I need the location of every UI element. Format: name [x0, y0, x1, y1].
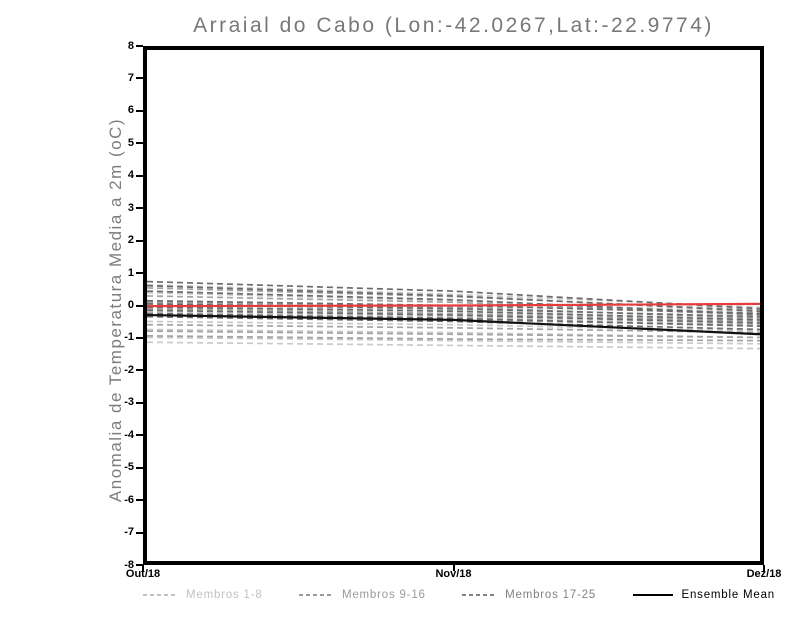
- y-tick-label: 6: [127, 104, 134, 117]
- y-tick-mark: [136, 499, 143, 502]
- ensemble-member-line: [147, 291, 760, 314]
- y-tick-label: -4: [124, 428, 134, 441]
- x-tick-mark: [763, 565, 765, 571]
- y-tick-mark: [136, 564, 143, 566]
- x-tick-label: Out/18: [125, 568, 161, 580]
- y-tick-mark: [136, 109, 143, 112]
- ensemble-member-line: [147, 330, 760, 339]
- ensemble-member-line: [147, 284, 760, 313]
- x-tick-label: Nov/18: [435, 568, 472, 580]
- y-tick-mark: [136, 77, 143, 80]
- legend-label: Ensemble Mean: [681, 589, 775, 601]
- legend: Membros 1-8 Membros 9-16 Membros 17-25 Ense…: [143, 589, 775, 601]
- y-tick-mark: [136, 304, 143, 307]
- legend-dashed-line-swatch: [298, 594, 333, 596]
- ensemble-member-line: [147, 306, 760, 321]
- legend-item: Membros 9-16: [298, 589, 426, 601]
- ensemble-member-line: [147, 315, 760, 331]
- legend-label: Membros 9-16: [341, 589, 426, 601]
- legend-label: Membros 1-8: [186, 589, 263, 601]
- ensemble-member-line: [147, 299, 760, 315]
- ensemble-member-line: [147, 309, 760, 324]
- reference-line: [147, 302, 760, 308]
- legend-solid-line-swatch: [632, 594, 673, 596]
- y-tick-label: -5: [124, 461, 134, 474]
- ensemble-member-line: [147, 336, 760, 345]
- y-tick-label: -2: [124, 363, 134, 376]
- y-tick-label: -7: [124, 526, 134, 539]
- y-tick-mark: [136, 434, 143, 437]
- ensemble-member-line: [147, 312, 760, 328]
- plot-svg: [147, 280, 760, 350]
- y-tick-mark: [136, 466, 143, 469]
- y-tick-label: 4: [127, 169, 134, 182]
- ensemble-member-line: [147, 290, 760, 316]
- y-tick-mark: [136, 207, 143, 210]
- y-tick-mark: [136, 272, 143, 275]
- y-tick-mark: [136, 142, 143, 145]
- ensemble-member-line: [147, 323, 760, 334]
- y-tick-label: -3: [124, 396, 134, 409]
- y-tick-label: 5: [127, 136, 134, 149]
- y-tick-mark: [136, 401, 143, 404]
- y-tick-mark: [136, 531, 143, 534]
- x-tick-mark: [142, 565, 144, 571]
- ensemble-member-line: [147, 280, 760, 310]
- ensemble-mean-line: [147, 313, 760, 336]
- y-tick-label: 7: [127, 71, 134, 84]
- y-tick-mark: [136, 239, 143, 242]
- y-tick-mark: [136, 45, 143, 47]
- y-tick-mark: [136, 369, 143, 372]
- legend-item: Membros 17-25: [462, 589, 596, 601]
- legend-label: Membros 17-25: [505, 589, 597, 601]
- ensemble-member-line: [147, 334, 760, 342]
- y-tick-label: -1: [124, 331, 134, 344]
- plot-area: [143, 46, 764, 565]
- y-tick-label: 2: [127, 234, 134, 247]
- y-tick-label: -8: [124, 558, 134, 571]
- y-tick-mark: [136, 336, 143, 339]
- x-tick-mark: [452, 565, 455, 571]
- ensemble-member-line: [147, 341, 760, 350]
- ensemble-member-line: [147, 307, 760, 323]
- y-tick-label: 1: [127, 266, 134, 279]
- legend-item: Membros 1-8: [143, 589, 263, 601]
- x-tick-label: Dez/18: [746, 568, 782, 580]
- y-tick-label: 0: [127, 299, 134, 311]
- legend-dashed-line-swatch: [462, 594, 497, 596]
- y-tick-label: 8: [127, 39, 134, 52]
- legend-item: Ensemble Mean: [632, 589, 776, 601]
- y-tick-mark: [136, 174, 143, 177]
- y-tick-label: -6: [124, 493, 134, 506]
- legend-dashed-line-swatch: [143, 594, 177, 596]
- ensemble-member-line: [147, 311, 760, 326]
- y-tick-label: 3: [127, 201, 134, 214]
- chart-title: Arraial do Cabo (Lon:-42.0267,Lat:-22.97…: [193, 14, 714, 37]
